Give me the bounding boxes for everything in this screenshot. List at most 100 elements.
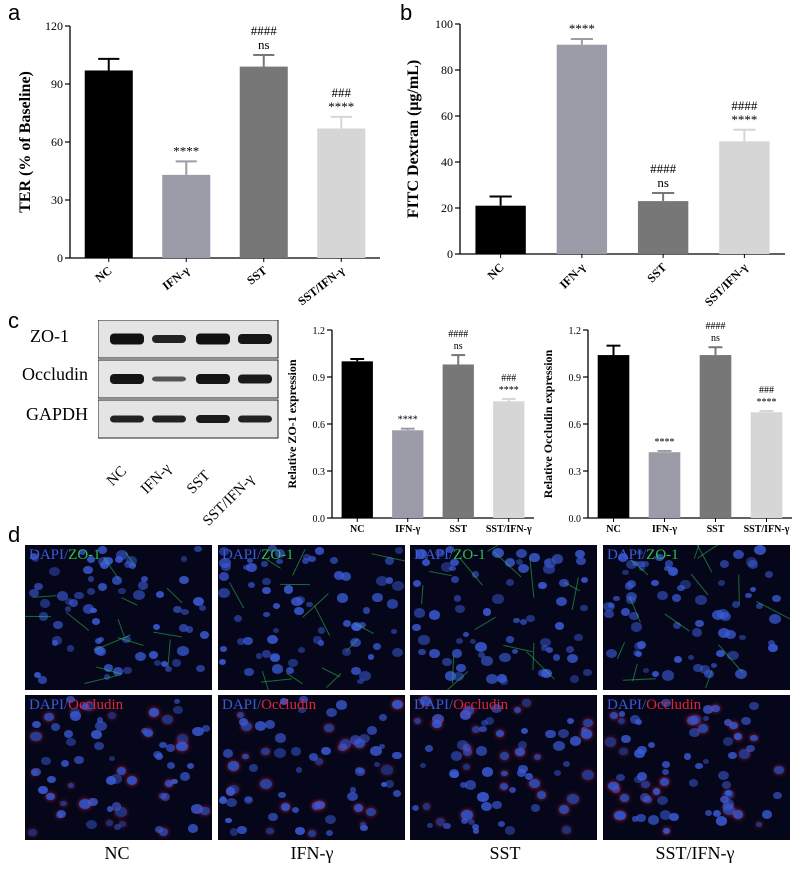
nucleus (246, 563, 257, 572)
nucleus (647, 741, 655, 749)
nucleus (138, 581, 149, 590)
nucleus (263, 612, 270, 618)
nucleus (46, 793, 55, 801)
occludin-label: Occludin (453, 697, 509, 713)
nucleus (680, 580, 691, 590)
micrograph-title: DAPI/Occludin (607, 697, 701, 714)
nucleus (278, 791, 287, 799)
nucleus (160, 660, 169, 668)
nucleus (309, 753, 319, 762)
y-tick-label: 60 (51, 135, 63, 149)
nucleus (558, 728, 570, 739)
nucleus (633, 650, 641, 657)
nucleus (722, 802, 733, 812)
significance-label: **** (499, 385, 519, 396)
x-tick-label: SST/IFN-γ (744, 524, 790, 535)
blot-col-label-nc: NC (104, 463, 131, 490)
nucleus (358, 622, 366, 629)
nucleus (64, 605, 72, 612)
nucleus (158, 827, 169, 837)
zo1-label: ZO-1 (68, 547, 101, 563)
micrograph-zo1: DAPI/ZO-1 (603, 545, 790, 690)
nucleus (158, 792, 167, 800)
blot-band (152, 335, 186, 343)
zo1-fiber (117, 619, 125, 637)
nucleus (652, 788, 661, 796)
x-tick-label: NC (485, 260, 507, 282)
nucleus (96, 717, 104, 723)
nucleus (471, 571, 480, 578)
nucleus (717, 770, 729, 781)
nucleus (768, 640, 776, 647)
micrograph-occludin: DAPI/Occludin (603, 695, 790, 840)
nucleus (673, 655, 683, 663)
nucleus (526, 614, 535, 623)
nucleus (520, 728, 528, 734)
nucleus (271, 664, 284, 675)
occludin-label: Occludin (261, 697, 317, 713)
nucleus (662, 760, 670, 768)
nucleus (295, 826, 305, 835)
nucleus (435, 548, 445, 557)
nucleus (551, 554, 564, 564)
nucleus (261, 561, 268, 567)
micrograph-occludin: DAPI/Occludin (218, 695, 405, 840)
nucleus (47, 775, 57, 784)
nucleus (52, 620, 63, 630)
nucleus (378, 743, 386, 750)
bar (699, 355, 732, 518)
nucleus (194, 545, 202, 553)
nucleus (428, 610, 441, 621)
nucleus (342, 620, 351, 628)
y-tick-label: 0.0 (313, 514, 326, 525)
nucleus (308, 829, 317, 837)
western-blot: ZO-1 Occludin GAPDH NC IFN-γ SST SST/IFN… (0, 318, 290, 529)
nucleus (631, 816, 639, 823)
nucleus (718, 628, 731, 639)
nucleus (519, 618, 528, 626)
nucleus (567, 653, 579, 664)
nucleus (755, 822, 762, 828)
nucleus (580, 604, 588, 612)
nucleus (691, 714, 702, 724)
nucleus (187, 763, 194, 770)
nucleus (352, 623, 362, 632)
nucleus (756, 603, 764, 610)
nucleus (562, 761, 570, 768)
nucleus (641, 780, 650, 788)
nucleus (727, 650, 739, 661)
bar (317, 128, 366, 258)
nucleus (366, 725, 377, 735)
nucleus (94, 646, 105, 655)
nucleus (522, 699, 532, 707)
nucleus (636, 560, 645, 568)
nucleus (38, 676, 47, 684)
nucleus (421, 558, 431, 567)
nucleus (91, 730, 102, 740)
micrograph-title: DAPI/ZO-1 (607, 547, 679, 564)
nucleus (723, 718, 732, 726)
nucleus (414, 608, 426, 618)
nucleus (385, 779, 395, 788)
nucleus (636, 814, 646, 823)
nucleus (110, 774, 122, 784)
significance-label: **** (731, 112, 757, 127)
nucleus (340, 572, 352, 582)
nucleus (716, 649, 725, 658)
nucleus (303, 553, 311, 561)
nucleus (90, 608, 97, 614)
nucleus (634, 719, 643, 726)
nucleus (167, 762, 176, 770)
nucleus (367, 654, 375, 660)
nucleus (746, 744, 755, 753)
nucleus (455, 638, 463, 645)
blot-band (110, 374, 144, 384)
nucleus (515, 559, 523, 566)
bar (637, 201, 689, 254)
nucleus (529, 778, 541, 789)
nucleus (432, 719, 442, 728)
nucleus (394, 546, 403, 554)
zo1-fiber (738, 574, 740, 605)
y-tick-label: 60 (441, 109, 453, 123)
y-tick-label: 0 (57, 251, 63, 265)
